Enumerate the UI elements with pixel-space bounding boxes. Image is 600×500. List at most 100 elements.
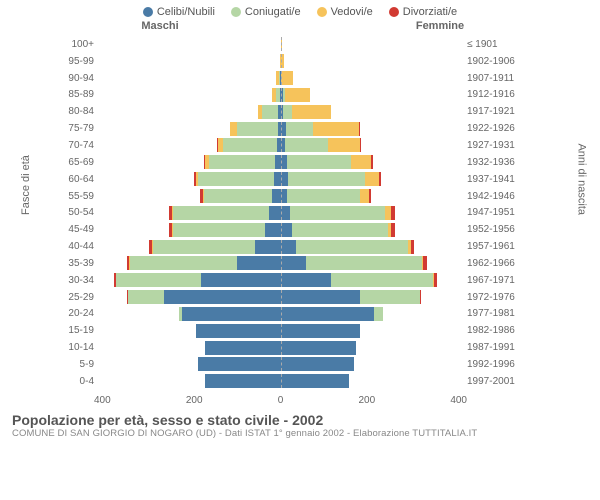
age-row: 0-41997-2001 — [60, 373, 525, 390]
center-line — [281, 37, 282, 51]
bar-pair — [98, 290, 463, 304]
birth-year-label: 1992-1996 — [463, 359, 525, 370]
age-label: 45-49 — [60, 224, 98, 235]
x-tick: 400 — [450, 395, 467, 406]
male-bar — [98, 138, 281, 152]
age-label: 15-19 — [60, 325, 98, 336]
age-row: 95-991902-1906 — [60, 53, 525, 70]
male-bar — [98, 374, 281, 388]
bar-pair — [98, 54, 463, 68]
segment — [285, 88, 310, 102]
male-bar — [98, 256, 281, 270]
segment — [283, 105, 292, 119]
segment — [379, 172, 381, 186]
bar-pair — [98, 155, 463, 169]
age-label: 50-54 — [60, 207, 98, 218]
segment — [116, 273, 200, 287]
segment — [331, 273, 434, 287]
segment — [296, 240, 408, 254]
segment — [274, 172, 281, 186]
segment — [128, 290, 165, 304]
birth-year-label: 1952-1956 — [463, 224, 525, 235]
segment — [281, 290, 361, 304]
male-bar — [98, 240, 281, 254]
center-line — [281, 324, 282, 338]
segment — [281, 341, 356, 355]
center-line — [281, 122, 282, 136]
segment — [223, 138, 278, 152]
bar-pair — [98, 324, 463, 338]
legend-label: Coniugati/e — [245, 6, 301, 18]
center-line — [281, 374, 282, 388]
birth-year-label: 1907-1911 — [463, 73, 525, 84]
age-row: 65-691932-1936 — [60, 154, 525, 171]
age-label: 100+ — [60, 39, 98, 50]
age-row: 70-741927-1931 — [60, 137, 525, 154]
male-bar — [98, 88, 281, 102]
x-tick: 200 — [358, 395, 375, 406]
segment — [198, 357, 280, 371]
segment — [173, 223, 264, 237]
male-bar — [98, 206, 281, 220]
gender-headers: Maschi Femmine — [20, 20, 580, 32]
male-bar — [98, 341, 281, 355]
age-label: 75-79 — [60, 123, 98, 134]
female-bar — [281, 290, 464, 304]
female-bar — [281, 341, 464, 355]
female-bar — [281, 189, 464, 203]
segment — [204, 189, 272, 203]
male-bar — [98, 324, 281, 338]
age-label: 0-4 — [60, 376, 98, 387]
age-row: 90-941907-1911 — [60, 70, 525, 87]
segment — [230, 122, 237, 136]
male-bar — [98, 172, 281, 186]
male-bar — [98, 223, 281, 237]
center-line — [281, 357, 282, 371]
legend-item: Divorziati/e — [389, 6, 457, 18]
female-bar — [281, 374, 464, 388]
age-label: 80-84 — [60, 106, 98, 117]
female-bar — [281, 88, 464, 102]
male-bar — [98, 357, 281, 371]
center-line — [281, 206, 282, 220]
segment — [265, 223, 281, 237]
age-label: 95-99 — [60, 56, 98, 67]
age-label: 5-9 — [60, 359, 98, 370]
segment — [423, 256, 427, 270]
birth-year-label: 1982-1986 — [463, 325, 525, 336]
bar-pair — [98, 341, 463, 355]
age-row: 45-49 1952-1956 — [60, 221, 525, 238]
segment — [281, 273, 331, 287]
bar-pair — [98, 256, 463, 270]
segment — [182, 307, 280, 321]
legend-label: Vedovi/e — [331, 6, 373, 18]
female-bar — [281, 223, 464, 237]
female-bar — [281, 357, 464, 371]
segment — [360, 290, 419, 304]
age-row: 75-791922-1926 — [60, 120, 525, 137]
male-bar — [98, 273, 281, 287]
segment — [198, 172, 273, 186]
bar-pair — [98, 189, 463, 203]
segment — [420, 290, 421, 304]
age-label: 40-44 — [60, 241, 98, 252]
segment — [209, 155, 275, 169]
center-line — [281, 256, 282, 270]
age-row: 15-19 1982-1986 — [60, 322, 525, 339]
segment — [285, 138, 328, 152]
segment — [391, 206, 395, 220]
birth-year-label: 1937-1941 — [463, 174, 525, 185]
female-bar — [281, 105, 464, 119]
bar-pair — [98, 307, 463, 321]
segment — [281, 256, 306, 270]
age-label: 10-14 — [60, 342, 98, 353]
female-bar — [281, 206, 464, 220]
segment — [281, 374, 349, 388]
legend-swatch — [143, 7, 153, 17]
segment — [292, 223, 388, 237]
segment — [173, 206, 269, 220]
center-line — [281, 290, 282, 304]
segment — [201, 273, 281, 287]
segment — [359, 122, 360, 136]
age-row: 55-591942-1946 — [60, 188, 525, 205]
